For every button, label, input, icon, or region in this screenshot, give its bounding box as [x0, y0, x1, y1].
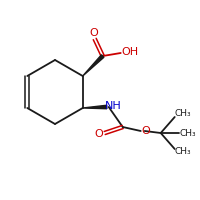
Text: O: O — [141, 126, 150, 136]
Text: NH: NH — [105, 101, 122, 111]
Text: OH: OH — [121, 47, 138, 57]
Text: CH₃: CH₃ — [174, 110, 191, 118]
Text: CH₃: CH₃ — [174, 148, 191, 156]
Text: O: O — [89, 28, 98, 38]
Text: O: O — [94, 129, 103, 139]
Text: CH₃: CH₃ — [179, 129, 196, 138]
Polygon shape — [83, 55, 104, 76]
Polygon shape — [83, 105, 107, 109]
